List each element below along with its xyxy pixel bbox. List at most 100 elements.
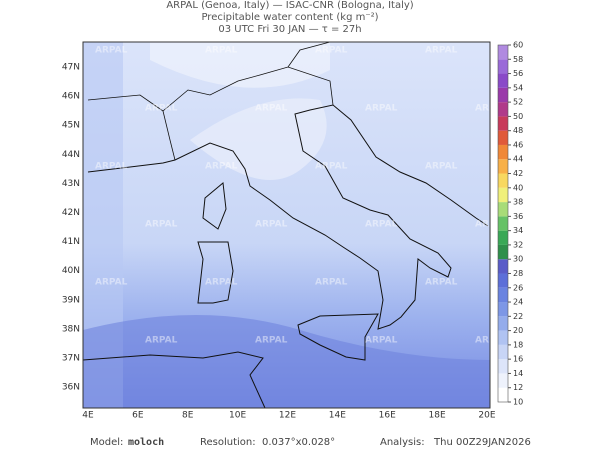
lat-label: 43N	[62, 179, 80, 189]
watermark: ARPAL	[315, 278, 348, 288]
colorbar-label: 48	[513, 126, 523, 135]
colorbar-segment	[498, 316, 508, 331]
border	[87, 41, 334, 161]
watermark: ARPAL	[205, 46, 238, 56]
watermark: ARPAL	[425, 46, 458, 56]
watermark: ARPAL	[315, 46, 348, 56]
colorbar-segment	[498, 202, 508, 217]
watermark: ARPAL	[475, 104, 508, 114]
lon-label: 10E	[229, 411, 246, 421]
colorbar-label: 42	[513, 169, 523, 178]
header-line: Precipitable water content (kg m⁻²)	[201, 12, 378, 23]
colorbar-label: 12	[513, 383, 523, 392]
lon-label: 12E	[279, 411, 296, 421]
watermark: ARPAL	[475, 220, 508, 230]
map-frame	[82, 41, 491, 409]
coastline	[197, 241, 234, 304]
colorbar-segment	[498, 244, 508, 260]
colorbar-segment	[498, 87, 508, 103]
colorbar-label: 16	[513, 355, 523, 364]
coastline	[82, 351, 266, 409]
lon-label: 16E	[379, 411, 396, 421]
lat-label: 36N	[62, 383, 80, 393]
colorbar: 10 12 14 16 18 20 22 24 26 28 30 32 34 36 38 40 42 44 46 48…	[497, 41, 523, 407]
colorbar-segment	[498, 259, 508, 274]
watermark: ARPAL	[145, 104, 178, 114]
coastline	[297, 313, 379, 361]
lat-label: 37N	[62, 354, 80, 364]
colorbar-segment	[498, 387, 508, 402]
colorbar-segment	[498, 187, 508, 203]
watermark: ARPAL	[145, 220, 178, 230]
lon-label: 8E	[182, 411, 194, 421]
footer-label: Resolution:	[200, 437, 256, 448]
lon-label: 6E	[132, 411, 144, 421]
colorbar-segment	[498, 45, 508, 60]
colorbar-segment	[498, 359, 508, 374]
colorbar-segment	[498, 59, 508, 74]
watermark: ARPAL	[425, 162, 458, 172]
watermark: ARPAL	[205, 162, 238, 172]
lon-label: 14E	[329, 411, 346, 421]
watermark: ARPAL	[95, 278, 128, 288]
colorbar-label: 40	[513, 183, 523, 192]
lat-label: 47N	[62, 63, 80, 73]
coastline	[87, 104, 489, 330]
colorbar-segment	[498, 330, 508, 345]
colorbar-label: 10	[513, 398, 523, 407]
footer-value: moloch	[128, 437, 164, 448]
lon-label: 20E	[478, 411, 495, 421]
watermarks: ARPAL ARPAL ARPAL ARPAL ARPAL ARPAL ARPAL ARPAL…	[95, 46, 508, 346]
map-field	[83, 315, 490, 408]
colorbar-label: 24	[513, 298, 523, 307]
lat-label: 42N	[62, 208, 80, 218]
lat-label: 45N	[62, 121, 80, 131]
colorbar-label: 34	[513, 226, 523, 235]
watermark: ARPAL	[365, 104, 398, 114]
watermark: ARPAL	[425, 278, 458, 288]
colorbar-segment	[498, 344, 508, 360]
colorbar-label: 46	[513, 140, 523, 149]
header-line: ARPAL (Genoa, Italy) — ISAC-CNR (Bologna…	[166, 0, 413, 11]
colorbar-label: 14	[513, 369, 523, 378]
colorbar-segment	[498, 230, 508, 245]
colorbar-frame	[497, 44, 509, 403]
colorbar-segment	[498, 273, 508, 288]
lat-label: 44N	[62, 150, 80, 160]
watermark: ARPAL	[255, 104, 288, 114]
colorbar-label: 58	[513, 55, 523, 64]
colorbar-segment	[498, 287, 508, 303]
footer-label: Analysis:	[380, 437, 425, 448]
watermark: ARPAL	[255, 336, 288, 346]
header-line: 03 UTC Fri 30 JAN — τ = 27h	[218, 24, 361, 35]
watermark: ARPAL	[365, 220, 398, 230]
colorbar-label: 30	[513, 255, 523, 264]
footer-label: Model:	[90, 437, 123, 448]
colorbar-segment	[498, 173, 508, 188]
lat-label: 38N	[62, 324, 80, 334]
colorbar-label: 38	[513, 198, 523, 207]
colorbar-label: 32	[513, 240, 523, 249]
colorbar-label: 44	[513, 155, 523, 164]
map: ARPAL ARPAL ARPAL ARPAL ARPAL ARPAL ARPAL ARPAL…	[82, 41, 508, 409]
colorbar-label: 60	[513, 41, 523, 50]
colorbar-segment	[498, 130, 508, 145]
coastline	[202, 182, 227, 230]
map-field	[150, 42, 330, 88]
colorbar-segment	[498, 159, 508, 174]
colorbar-segment	[498, 373, 508, 388]
lat-label: 46N	[62, 92, 80, 102]
watermark: ARPAL	[95, 162, 128, 172]
colorbar-segment	[498, 144, 508, 160]
colorbar-label: 36	[513, 212, 523, 221]
watermark: ARPAL	[365, 336, 398, 346]
colorbar-label: 54	[513, 83, 523, 92]
colorbar-label: 56	[513, 69, 523, 78]
watermark: ARPAL	[205, 278, 238, 288]
lat-label: 41N	[62, 237, 80, 247]
colorbar-segment	[498, 73, 508, 88]
colorbar-segment	[498, 116, 508, 131]
colorbar-segment	[498, 216, 508, 231]
watermark: ARPAL	[95, 46, 128, 56]
